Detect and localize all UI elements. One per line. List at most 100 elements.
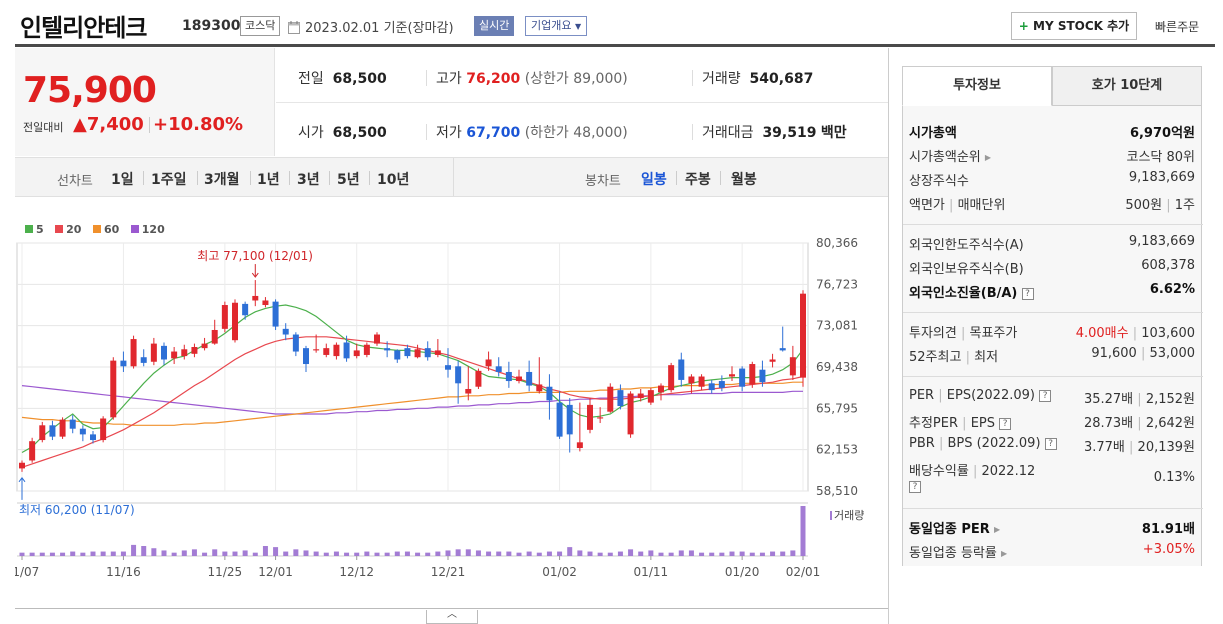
volume-bar: [759, 552, 765, 556]
high-arrow-head: [251, 272, 259, 278]
volume-bar: [242, 550, 248, 556]
tab-investment-info[interactable]: 투자정보: [902, 66, 1052, 106]
period-5y[interactable]: 5년: [337, 172, 360, 188]
period-3m[interactable]: 3개월: [204, 172, 240, 188]
par-value-row: 액면가 | 매매단위 500원 | 1주: [909, 198, 1195, 213]
candle: [313, 349, 320, 351]
y-tick-label: 73,081: [816, 319, 858, 333]
stock-chart[interactable]: 5 20 60 120 80,366 76,723 73,081 69,438 65,7…: [15, 218, 888, 588]
current-price-box: 75,900 전일대비 ▲7,400 +10.80%: [15, 48, 275, 156]
period-1y[interactable]: 1년: [257, 172, 280, 188]
period-weekly[interactable]: 주봉: [685, 172, 711, 188]
volume-bar: [333, 551, 339, 556]
help-icon[interactable]: ?: [1039, 390, 1052, 402]
candle: [708, 383, 715, 391]
volume-bar: [780, 551, 786, 556]
candle: [718, 381, 725, 388]
help-icon[interactable]: ?: [1044, 438, 1057, 450]
help-icon[interactable]: ?: [909, 481, 921, 493]
collapse-chart-button[interactable]: ︿: [426, 610, 478, 624]
period-3y[interactable]: 3년: [297, 172, 320, 188]
volume-bar: [181, 550, 187, 556]
volume-bar: [384, 552, 390, 556]
volume-bar: [120, 551, 126, 556]
x-tick-label: 01/11: [634, 565, 669, 579]
candle: [576, 442, 583, 448]
volume-bar: [374, 552, 380, 556]
candle: [789, 357, 796, 376]
candle: [323, 348, 330, 355]
right-panel: [888, 48, 1223, 624]
volume-bar: [597, 552, 603, 556]
volume-bar: [364, 551, 370, 556]
quick-order-link[interactable]: 빠른주문: [1155, 20, 1200, 34]
volume-bar: [19, 552, 25, 556]
volume-bar: [191, 549, 197, 556]
line-chart-label[interactable]: 선차트: [57, 174, 93, 189]
candle: [800, 293, 806, 378]
volume-bar: [709, 552, 715, 556]
sector-per-row[interactable]: 동일업종 PER ▶ 81.91배: [909, 522, 1195, 537]
chevron-up-icon: ︿: [447, 609, 457, 620]
candle: [282, 328, 289, 335]
period-1w[interactable]: 1주일: [151, 172, 187, 188]
candle-chart-label[interactable]: 봉차트: [585, 174, 621, 189]
divider: [250, 171, 251, 185]
candle: [424, 348, 431, 358]
high-annotation: 최고 77,100 (12/01): [197, 249, 313, 263]
volume-bar: [232, 551, 238, 556]
volume-bar: [699, 552, 705, 556]
volume-bar: [404, 551, 410, 556]
volume-bar: [415, 552, 421, 556]
candle: [597, 417, 604, 419]
low-price: 저가 67,700 (하한가 48,000): [436, 125, 628, 141]
candle: [181, 349, 188, 357]
volume-bar: [70, 551, 76, 556]
sector-rate-row[interactable]: 동일업종 등락률 ▶ +3.05%: [909, 542, 1195, 561]
volume-bar: [607, 552, 613, 556]
volume-bar: [29, 552, 35, 556]
volume-bar: [303, 550, 309, 556]
high-price: 고가 76,200 (상한가 89,000): [436, 71, 628, 87]
help-icon[interactable]: ?: [999, 418, 1012, 430]
volume-bar: [567, 547, 573, 556]
change-rate: +10.80%: [153, 114, 244, 135]
divider: [903, 224, 1203, 225]
candle: [191, 347, 198, 354]
volume-bar: [455, 549, 461, 556]
period-monthly[interactable]: 월봉: [731, 172, 757, 188]
low-arrow-head: [18, 476, 26, 483]
period-10y[interactable]: 10년: [377, 172, 410, 188]
market-cap-row: 시가총액 6,970억원: [909, 126, 1195, 141]
volume-bar: [790, 550, 796, 556]
candle: [617, 390, 624, 407]
pbr-bps-row: PBR | BPS (2022.09) ? 3.77배 | 20,139원: [909, 436, 1195, 455]
tab-orderbook-10[interactable]: 호가 10단계: [1052, 66, 1202, 106]
x-tick-label: 12/12: [339, 565, 374, 579]
volume-bar: [425, 552, 431, 556]
volume-bar: [293, 549, 299, 556]
period-daily[interactable]: 일봉: [641, 172, 667, 188]
candle: [688, 376, 695, 384]
info-tabs: 투자정보 호가 10단계: [902, 66, 1202, 106]
x-tick-label: 12/21: [431, 565, 466, 579]
stock-name: 인텔리안테크: [20, 14, 147, 42]
volume-bar: [212, 549, 218, 556]
candle: [698, 376, 705, 387]
volume-bar: [262, 546, 268, 556]
divider: [143, 171, 144, 185]
volume-bar: [688, 550, 694, 556]
company-overview-dropdown[interactable]: 기업개요 ▼: [525, 16, 588, 36]
candle: [749, 364, 756, 385]
low-annotation: 최저 60,200 (11/07): [19, 503, 135, 517]
chart-bottom-border: [15, 608, 888, 609]
candle: [140, 357, 147, 363]
market-cap-rank-row[interactable]: 시가총액순위 ▶ 코스닥 80위: [909, 150, 1195, 165]
add-mystock-button[interactable]: + MY STOCK 추가: [1011, 12, 1137, 40]
help-icon[interactable]: ?: [1021, 288, 1034, 300]
period-1d[interactable]: 1일: [111, 172, 134, 188]
volume-bar: [770, 551, 776, 556]
realtime-button[interactable]: 실시간: [474, 16, 515, 36]
candle: [779, 348, 786, 351]
candle: [150, 343, 157, 362]
